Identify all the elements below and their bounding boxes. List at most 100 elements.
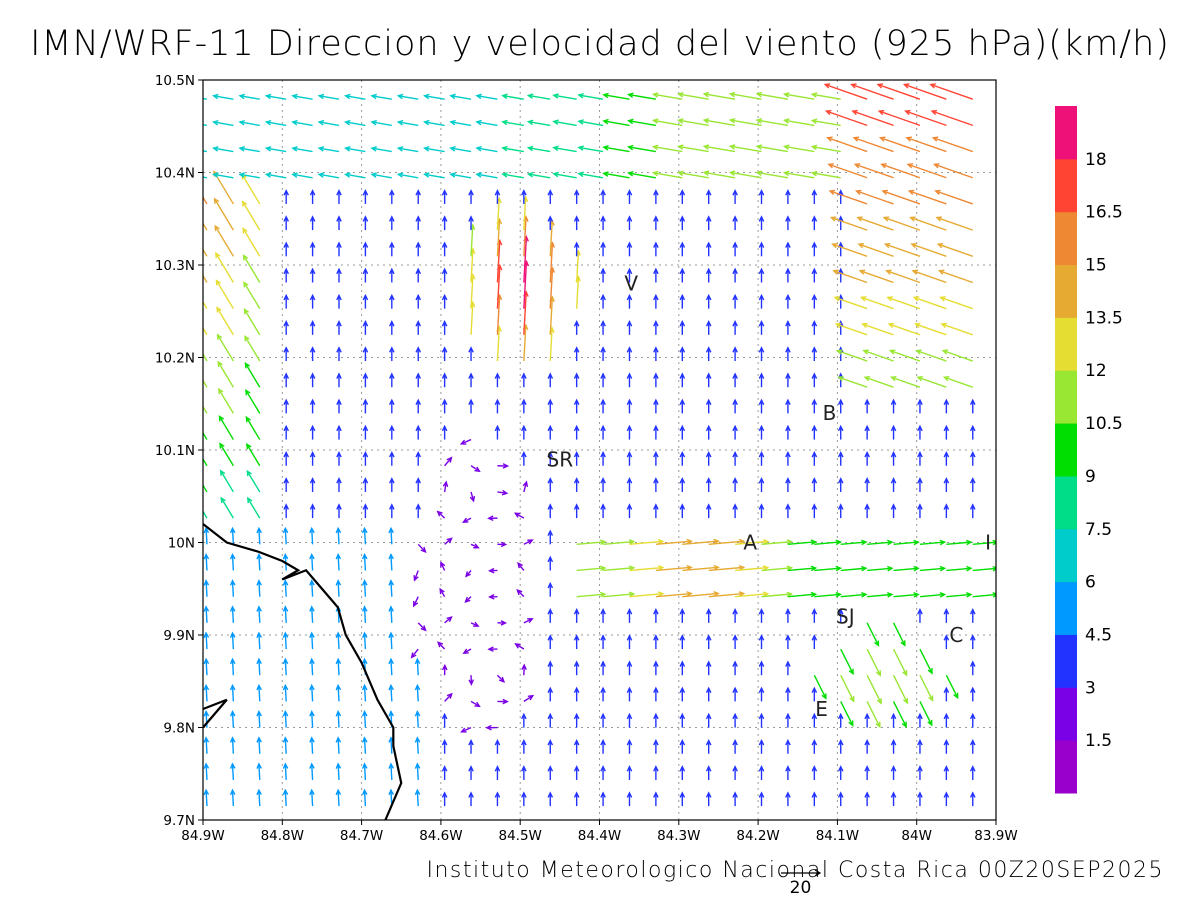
wind-vector <box>810 118 841 127</box>
wind-vector <box>514 643 525 650</box>
wind-vector <box>602 118 630 127</box>
wind-vector <box>309 788 315 807</box>
wind-vector <box>904 109 947 127</box>
wind-vector <box>937 269 973 284</box>
wind-vector <box>679 712 686 728</box>
wind-vector <box>653 346 659 362</box>
wind-vector <box>864 791 870 807</box>
wind-vector <box>521 738 527 754</box>
wind-vector <box>883 242 921 257</box>
place-labels: V SR B A I SJ C E <box>547 272 991 722</box>
wind-vector <box>758 686 765 702</box>
wind-vector <box>335 579 342 597</box>
wind-vector <box>336 215 342 231</box>
wind-vector <box>370 146 392 153</box>
wind-vector <box>811 320 818 335</box>
wind-vector <box>449 93 472 100</box>
place-label: B <box>823 401 837 425</box>
wind-vector <box>389 293 395 309</box>
wind-vector <box>468 372 474 388</box>
wind-vector <box>487 515 498 522</box>
wind-vector <box>415 372 422 388</box>
wind-vector <box>626 398 633 414</box>
wind-vector <box>907 189 947 205</box>
wind-vector <box>470 543 480 549</box>
wind-vector <box>441 215 448 231</box>
wind-vector <box>362 293 369 309</box>
colorbar-label: 12 <box>1085 361 1107 381</box>
wind-vector <box>414 657 421 676</box>
wind-vector <box>758 791 765 807</box>
wind-vector <box>811 241 818 257</box>
colorbar-segment <box>1055 528 1077 583</box>
wind-vector <box>468 189 474 204</box>
wind-vector <box>282 657 289 676</box>
colorbar-segment <box>1055 106 1077 160</box>
y-tick-label: 10.5N <box>155 73 195 89</box>
wind-vector <box>552 119 577 127</box>
wind-vector <box>837 189 844 204</box>
wind-vector <box>449 146 472 153</box>
wind-vector <box>782 118 815 127</box>
wind-vector <box>335 736 342 754</box>
wind-vector <box>256 762 262 780</box>
wind-vector <box>917 477 923 492</box>
wind-vector <box>811 712 818 728</box>
wind-vector <box>388 762 394 780</box>
wind-vector <box>309 267 316 283</box>
wind-vector <box>229 579 236 597</box>
wind-vector <box>309 450 316 466</box>
wind-vector <box>811 346 818 362</box>
wind-vector <box>728 117 762 127</box>
wind-vector <box>732 215 738 231</box>
wind-vector <box>600 738 606 754</box>
wind-vector <box>909 216 947 231</box>
wind-vector <box>211 172 234 179</box>
wind-vector <box>679 477 686 492</box>
wind-vector <box>282 762 289 780</box>
wind-vector <box>811 293 818 309</box>
wind-vector <box>513 512 525 519</box>
wind-vector <box>705 293 712 309</box>
wind-vector <box>283 241 289 257</box>
wind-vector <box>203 605 210 623</box>
wind-vector <box>211 146 234 153</box>
wind-vector <box>441 398 448 414</box>
wind-vector <box>521 372 527 388</box>
x-tick-label: 84.4W <box>578 828 621 844</box>
wind-vector <box>526 119 551 127</box>
wind-vector <box>497 541 508 548</box>
wind-vector <box>213 197 234 231</box>
wind-vector <box>702 144 736 153</box>
wind-vector <box>890 791 897 807</box>
wind-vector <box>335 552 342 571</box>
wind-vector <box>220 496 234 519</box>
wind-vector <box>547 503 554 519</box>
wind-vector <box>785 765 791 780</box>
wind-vector <box>840 648 854 676</box>
wind-vector <box>343 146 366 153</box>
wind-vector <box>496 674 506 683</box>
wind-vector <box>919 648 933 675</box>
wind-vector <box>441 663 448 676</box>
wind-vector <box>215 251 234 283</box>
wind-vector <box>203 710 210 728</box>
wind-vector <box>336 450 342 466</box>
wind-vector <box>945 674 959 700</box>
wind-vector <box>905 136 947 153</box>
wind-vector <box>547 372 554 388</box>
wind-vector <box>837 477 844 492</box>
wind-vector <box>785 477 791 492</box>
x-tick-label: 83.9W <box>974 828 1017 844</box>
wind-vector <box>837 738 844 754</box>
wind-vector <box>523 539 534 545</box>
place-label: V <box>624 272 638 296</box>
wind-vector <box>832 269 868 284</box>
wind-vector <box>521 450 527 466</box>
wind-vector <box>336 477 342 492</box>
wind-vector <box>245 415 261 440</box>
wind-vector <box>935 216 973 231</box>
wind-vector <box>309 683 315 702</box>
wind-vector <box>785 634 791 650</box>
wind-vector <box>362 372 369 388</box>
